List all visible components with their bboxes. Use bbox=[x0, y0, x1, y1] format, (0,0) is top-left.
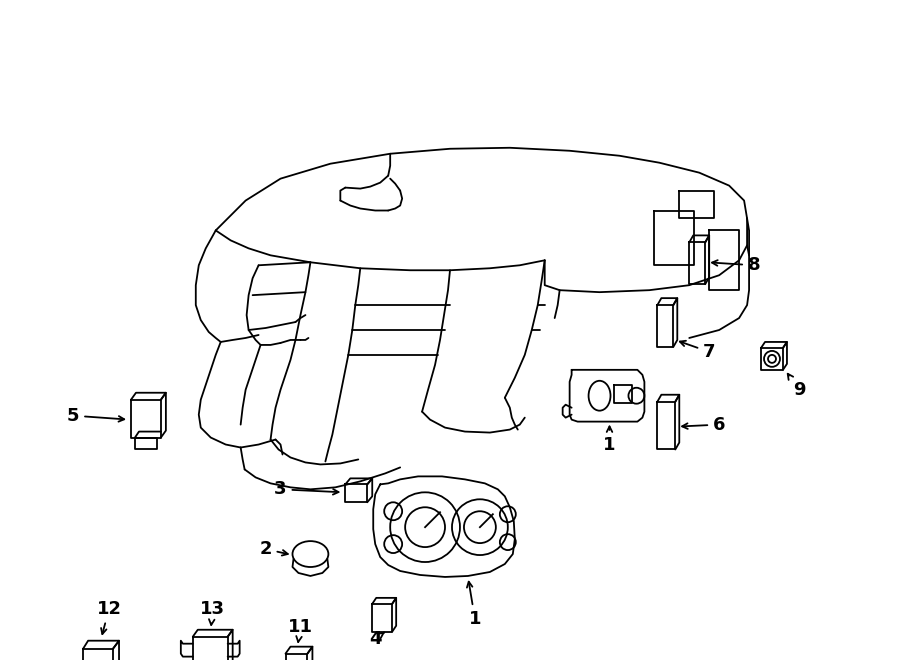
Text: 7: 7 bbox=[680, 341, 716, 361]
Text: 9: 9 bbox=[788, 373, 806, 399]
Text: 1: 1 bbox=[603, 426, 616, 453]
Text: 10: 10 bbox=[0, 660, 1, 661]
Text: 13: 13 bbox=[200, 600, 225, 625]
Text: 4: 4 bbox=[369, 630, 384, 648]
Text: 1: 1 bbox=[467, 582, 482, 628]
Text: 8: 8 bbox=[712, 256, 760, 274]
Text: 11: 11 bbox=[288, 618, 313, 642]
Text: 6: 6 bbox=[682, 416, 725, 434]
Text: 3: 3 bbox=[274, 481, 338, 498]
Text: 12: 12 bbox=[96, 600, 122, 634]
Text: 2: 2 bbox=[259, 540, 288, 558]
Text: 5: 5 bbox=[67, 407, 124, 424]
